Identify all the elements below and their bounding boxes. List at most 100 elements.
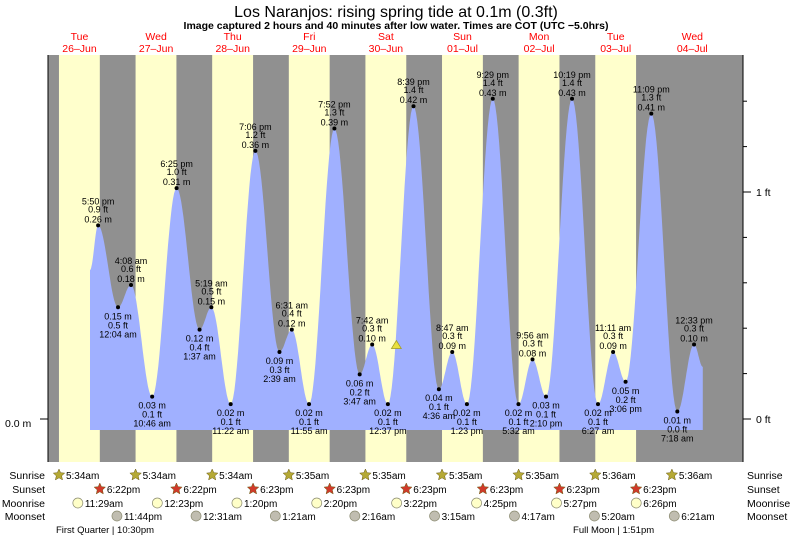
high-tide-m-label: 0.09 m: [599, 341, 627, 351]
day-header-date: 03–Jul: [600, 43, 631, 55]
low-tide-time-label: 1:23 pm: [451, 426, 484, 436]
low-tide-m-label: 0.02 m: [453, 408, 481, 418]
sunrise-star-icon: [359, 468, 372, 481]
high-tide-ft-label: 1.2 ft: [245, 130, 266, 140]
high-tide-time-label: 7:06 pm: [239, 122, 272, 132]
sunset-time: 6:22pm: [183, 485, 216, 496]
day-header-dow: Tue: [607, 31, 625, 43]
moonrise-moon-icon: [231, 497, 243, 509]
low-tide-m-label: 0.05 m: [612, 386, 640, 396]
sunset-time: 6:23pm: [260, 485, 293, 496]
low-tide-time-label: 3:47 am: [343, 396, 376, 406]
low-tide-m-label: 0.02 m: [584, 408, 612, 418]
sunrise-time: 5:34am: [143, 471, 176, 482]
low-tide-time-label: 12:04 am: [99, 329, 137, 339]
sunset-time: 6:23pm: [413, 485, 446, 496]
high-tide-point: [96, 223, 101, 228]
sunset-star-icon: [553, 482, 566, 495]
high-tide-time-label: 8:39 pm: [397, 77, 430, 87]
moonset-moon-icon: [349, 510, 361, 522]
low-tide-ft-label: 0.1 ft: [588, 417, 609, 427]
high-tide-time-label: 6:25 pm: [160, 159, 193, 169]
high-tide-ft-label: 0.9 ft: [88, 204, 109, 214]
low-tide-point: [228, 402, 233, 407]
sunrise-time: 5:35am: [372, 471, 405, 482]
low-tide-ft-label: 0.1 ft: [536, 410, 557, 420]
high-tide-time-label: 5:19 am: [195, 278, 228, 288]
high-tide-m-label: 0.42 m: [400, 95, 428, 105]
sunset-star-icon: [170, 482, 183, 495]
moonrise-time: 4:25pm: [484, 499, 517, 510]
moonset-time: 11:44pm: [124, 512, 162, 523]
high-tide-time-label: 4:08 am: [115, 256, 148, 266]
day-headers: Tue26–JunWed27–JunThu28–JunFri29–JunSat3…: [62, 31, 708, 55]
day-header-dow: Wed: [145, 31, 167, 43]
sunrise-star-icon: [665, 468, 679, 481]
tide-curve: [90, 98, 703, 431]
high-tide-time-label: 10:19 pm: [553, 70, 591, 80]
almanac: Sunrise Sunrise 5:34am 5:34am 5:34am 5:35am 5:…: [2, 468, 790, 536]
low-tide-time-label: 7:18 am: [661, 434, 694, 444]
high-tide-m-label: 0.09 m: [438, 341, 466, 351]
low-tide-time-label: 12:37 pm: [369, 426, 407, 436]
sunrise-row-label-right: Sunrise: [747, 470, 783, 482]
moonset-moon-icon: [269, 510, 281, 522]
high-tide-time-label: 12:33 pm: [675, 316, 713, 326]
high-tide-point: [253, 148, 258, 153]
moonset-row-label-right: Moonset: [747, 511, 787, 523]
high-tide-point: [692, 342, 697, 347]
moon-phase-label: First Quarter | 10:30pm: [56, 525, 154, 536]
low-tide-m-label: 0.01 m: [664, 416, 692, 426]
moonset-time: 4:17am: [521, 512, 554, 523]
low-tide-point: [544, 394, 549, 399]
day-header-dow: Mon: [529, 31, 550, 43]
sunrise-row-label-left: Sunrise: [9, 470, 45, 482]
low-tide-ft-label: 0.1 ft: [221, 417, 242, 427]
low-tide-point: [197, 327, 202, 332]
high-tide-time-label: 11:11 am: [595, 323, 631, 333]
low-tide-point: [464, 402, 469, 407]
sunset-time: 6:22pm: [107, 485, 140, 496]
low-tide-point: [385, 402, 390, 407]
high-tide-point: [209, 305, 214, 310]
moonrise-moon-icon: [471, 497, 482, 509]
moonset-moon-icon: [190, 510, 202, 522]
low-tide-time-label: 2:10 pm: [530, 419, 563, 429]
right-axis-label-0ft: 0 ft: [756, 414, 771, 426]
sunrise-star-icon: [52, 468, 66, 481]
high-tide-ft-label: 0.6 ft: [121, 264, 142, 274]
high-tide-ft-label: 0.3 ft: [522, 338, 543, 348]
moonrise-moon-icon: [311, 497, 323, 509]
high-tide-time-label: 6:31 am: [276, 301, 309, 311]
high-tide-ft-label: 1.3 ft: [324, 108, 345, 118]
low-tide-point: [307, 402, 312, 407]
moonrise-time: 12:23pm: [164, 499, 203, 510]
moonset-moon-icon: [668, 510, 680, 522]
low-tide-time-label: 4:36 am: [423, 411, 456, 421]
low-tide-ft-label: 0.2 ft: [616, 395, 637, 405]
axes: 1 ft 0 ft 0.0 m: [5, 55, 771, 462]
high-tide-point: [570, 96, 575, 101]
high-tide-ft-label: 0.3 ft: [684, 324, 705, 334]
low-tide-m-label: 0.12 m: [186, 334, 214, 344]
left-axis-label: 0.0 m: [5, 418, 32, 430]
moonrise-moon-icon: [151, 497, 163, 509]
low-tide-m-label: 0.02 m: [374, 408, 402, 418]
moonrise-time: 2:20pm: [324, 499, 357, 510]
high-tide-time-label: 9:56 am: [516, 330, 549, 340]
low-tide-point: [277, 349, 282, 354]
low-tide-ft-label: 0.1 ft: [457, 417, 478, 427]
sunrise-time: 5:34am: [66, 471, 99, 482]
low-tide-ft-label: 0.0 ft: [667, 425, 688, 435]
low-tide-ft-label: 0.4 ft: [190, 343, 211, 353]
moonrise-moon-icon: [630, 497, 642, 509]
low-tide-ft-label: 0.5 ft: [108, 320, 129, 330]
low-tide-time-label: 11:22 am: [212, 426, 249, 436]
high-tide-m-label: 0.39 m: [321, 118, 349, 128]
moonset-moon-icon: [589, 510, 600, 522]
high-tide-time-label: 11:09 pm: [633, 85, 670, 95]
high-tide-m-label: 0.31 m: [163, 177, 191, 187]
low-tide-m-label: 0.02 m: [505, 408, 533, 418]
high-tide-ft-label: 0.3 ft: [603, 331, 624, 341]
sunrise-time: 5:36am: [602, 471, 635, 482]
